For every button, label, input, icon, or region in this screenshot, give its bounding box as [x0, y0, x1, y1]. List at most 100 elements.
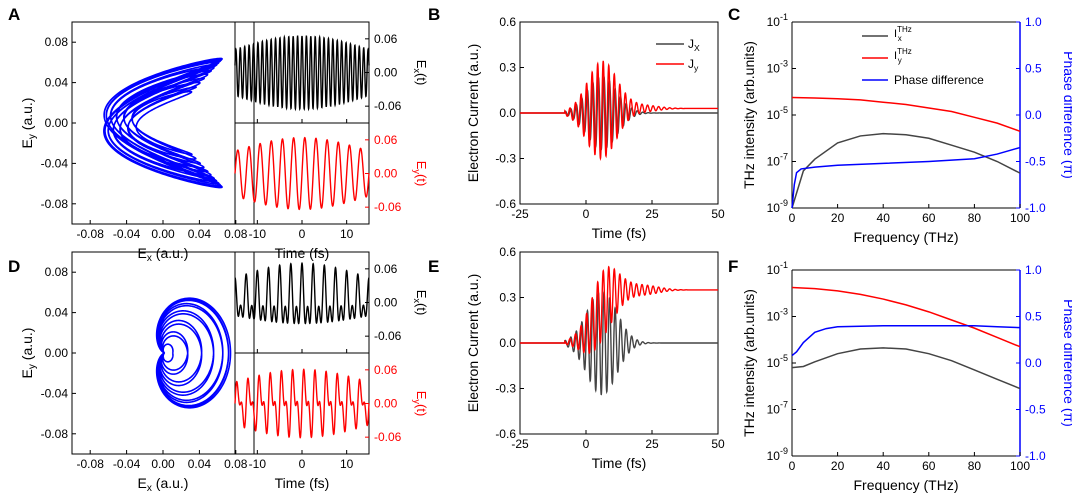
panel-f-spectrum: 0 20 40 60 80 100 10-1 10-3 10-5 10-7 10-9 1.0 0.5 0.…: [741, 260, 1072, 493]
y-tick-label: -0.04: [41, 386, 69, 400]
y-tick-label: 0.04: [45, 306, 69, 320]
y-tick-label: 0.00: [45, 346, 69, 360]
y-tick-label: 0.00: [374, 397, 398, 411]
x-tick-label: 0: [299, 227, 306, 241]
spectrum-series-0: [791, 347, 1021, 390]
spectrum-series-1: [791, 96, 1021, 132]
x-axis-label: Time (fs): [275, 475, 330, 491]
x-tick-label: -10: [249, 227, 267, 241]
y-tick-label: 0.5: [1025, 310, 1042, 324]
panel-e-current: -25 0 25 50 0.6 0.3 0.0 -0.3 -0.6 Time (fs) Electr…: [465, 245, 725, 471]
x-tick-label: 0: [583, 207, 590, 221]
y-tick-label: 10-5: [767, 105, 788, 122]
y-tick-label: 0.5: [1025, 62, 1042, 76]
y-tick-label: 0.6: [499, 15, 516, 29]
y-tick-label: 0.00: [45, 116, 69, 130]
x-tick-label: 100: [1010, 459, 1030, 473]
x-tick-label: 25: [645, 437, 659, 451]
x-tick-label: 80: [968, 211, 982, 225]
x-tick-label: 60: [922, 211, 936, 225]
ex-axis-label: Ex(t): [412, 60, 429, 86]
ey-axis-label: Ey(t): [412, 391, 429, 417]
x-tick-label: 25: [645, 207, 659, 221]
y-tick-label: -0.06: [374, 99, 402, 113]
ex-axis-label: Ex(t): [412, 290, 429, 316]
x-tick-label: 0.08: [224, 457, 248, 471]
x-tick-label: 20: [831, 459, 845, 473]
y-tick-label: 0.04: [45, 76, 69, 90]
right-axis-label: Phase difference (π): [1061, 51, 1072, 179]
y-tick-label: -0.3: [495, 382, 516, 396]
y-tick-label: -0.06: [374, 329, 402, 343]
y-tick-label: -0.6: [495, 427, 516, 441]
x-tick-label: 0: [789, 211, 796, 225]
panel-label-e: E: [428, 257, 439, 276]
panel-label-b: B: [428, 5, 440, 24]
x-tick-label: 40: [877, 459, 891, 473]
y-tick-label: 0.06: [374, 32, 398, 46]
y-tick-label: 1.0: [1025, 15, 1042, 29]
x-axis-label: Ex (a.u.): [138, 245, 189, 264]
x-tick-label: 80: [968, 459, 982, 473]
x-tick-label: 0.00: [151, 457, 175, 471]
x-tick-label: 0: [789, 459, 796, 473]
panel-a-polarization: -0.08 -0.04 0.00 0.04 0.08 -0.08 -0.04 0.00 0.04…: [19, 21, 255, 264]
y-tick-label: 0.08: [45, 265, 69, 279]
y-tick-label: -0.06: [374, 430, 402, 444]
y-tick-label: 10-9: [767, 446, 788, 463]
y-tick-label: 0.08: [45, 35, 69, 49]
panel-label-d: D: [8, 257, 20, 276]
x-tick-label: -0.04: [113, 457, 141, 471]
y-tick-label: 10-1: [767, 12, 788, 29]
x-tick-label: -25: [511, 437, 529, 451]
y-tick-label: 10-9: [767, 198, 788, 215]
right-axis-label: Phase difference (π): [1061, 299, 1072, 427]
x-tick-label: -10: [249, 457, 267, 471]
y-tick-label: 10-3: [767, 59, 788, 76]
x-tick-label: 40: [877, 211, 891, 225]
x-tick-label: 0.00: [151, 227, 175, 241]
x-tick-label: 50: [711, 207, 725, 221]
y-tick-label: 0.06: [374, 262, 398, 276]
x-axis-label: Time (fs): [592, 455, 647, 471]
y-tick-label: 0.00: [374, 66, 398, 80]
legend-label: JX: [688, 37, 700, 53]
x-tick-label: 60: [922, 459, 936, 473]
x-tick-label: 10: [340, 457, 354, 471]
spectrum-series-2: [791, 325, 1021, 357]
y-tick-label: -1.0: [1025, 201, 1046, 215]
x-axis-label: Time (fs): [275, 245, 330, 261]
x-axis-label: Frequency (THz): [853, 477, 958, 493]
x-tick-label: 0: [299, 457, 306, 471]
current-series-jy: [520, 60, 718, 162]
y-tick-label: -0.6: [495, 197, 516, 211]
y-axis-label: Ey (a.u.): [19, 98, 38, 149]
x-axis-label: Frequency (THz): [853, 229, 958, 245]
ey-axis-label: Ey(t): [412, 161, 429, 187]
y-tick-label: 0.0: [499, 336, 516, 350]
plot-frame: [71, 21, 255, 225]
x-tick-label: 50: [711, 437, 725, 451]
x-tick-label: 0.04: [188, 457, 212, 471]
y-tick-label: 0.0: [1025, 108, 1042, 122]
y-tick-label: 10-7: [767, 152, 788, 169]
y-tick-label: -0.5: [1025, 155, 1046, 169]
x-tick-label: -0.08: [77, 457, 105, 471]
x-tick-label: 0: [583, 437, 590, 451]
y-axis-label: Ey (a.u.): [19, 328, 38, 379]
y-tick-label: -0.5: [1025, 403, 1046, 417]
y-tick-label: -0.08: [41, 197, 69, 211]
spectrum-series-2: [791, 146, 1021, 209]
x-tick-label: 0.04: [188, 227, 212, 241]
legend-label: Phase difference: [894, 73, 984, 87]
panel-a-right-fields: 0.06 0.00 -0.06 Ex(t) 0.06 0.00 -0.06 Ey(t) -10 0…: [234, 21, 429, 261]
y-tick-label: 10-7: [767, 400, 788, 417]
y-tick-label: -0.06: [374, 200, 402, 214]
x-axis-label: Ex (a.u.): [138, 475, 189, 494]
ey-waveform: [234, 368, 370, 439]
y-axis-label: Electron Current (a.u.): [465, 44, 481, 183]
ex-waveform: [234, 34, 370, 112]
y-tick-label: 0.3: [499, 61, 516, 75]
y-axis-label: Electron Current (a.u.): [465, 274, 481, 413]
